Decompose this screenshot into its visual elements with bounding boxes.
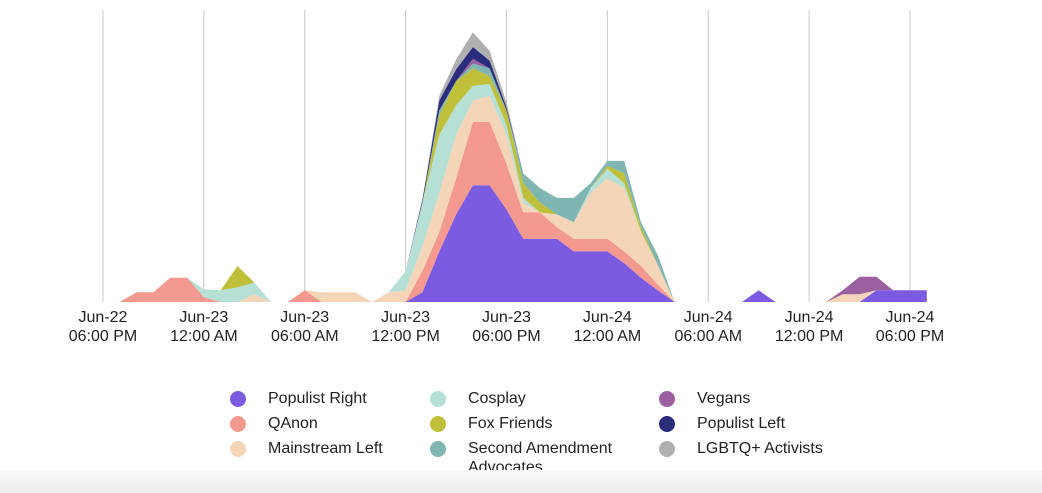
legend-marker: [430, 416, 446, 432]
legend-label: Vegans: [697, 390, 751, 407]
x-tick-label: 12:00 PM: [775, 328, 843, 345]
x-tick-label: 06:00 PM: [876, 328, 944, 345]
x-tick-label: Jun-24: [785, 309, 834, 326]
legend-marker: [659, 441, 675, 457]
x-tick-label: 12:00 AM: [574, 328, 642, 345]
bottom-strip: [0, 470, 1042, 493]
x-tick-label: Jun-22: [79, 309, 128, 326]
x-tick-label: Jun-24: [583, 309, 632, 326]
legend-label: Populist Right: [268, 390, 367, 407]
legend-marker: [230, 391, 246, 407]
x-tick-label: 12:00 AM: [170, 328, 238, 345]
legend-label: Populist Left: [697, 415, 786, 432]
legend-marker: [659, 416, 675, 432]
legend-marker: [430, 441, 446, 457]
legend-marker: [659, 391, 675, 407]
area: [103, 185, 927, 302]
x-tick-label: Jun-23: [280, 309, 329, 326]
x-tick-label: Jun-24: [684, 309, 733, 326]
chart: Jun-22 06:00 PM Jun-23 12:00 AM Jun-23 06:00 …: [69, 10, 944, 345]
legend-label: Mainstream Left: [268, 440, 383, 457]
x-tick-label: 06:00 AM: [674, 328, 742, 345]
x-tick-label: 06:00 AM: [271, 328, 339, 345]
x-tick-label: Jun-23: [482, 309, 531, 326]
legend-label: LGBTQ+ Activists: [697, 440, 823, 457]
x-tick-label: Jun-23: [381, 309, 430, 326]
x-tick-label: 06:00 PM: [69, 328, 137, 345]
legend-marker: [230, 441, 246, 457]
legend-label: Fox Friends: [468, 415, 553, 432]
legend-marker: [430, 391, 446, 407]
x-tick-label: 12:00 PM: [371, 328, 439, 345]
legend-label: Cosplay: [468, 390, 526, 407]
legend-label: QAnon: [268, 415, 318, 432]
x-tick-label: Jun-24: [886, 309, 935, 326]
x-tick-label: 06:00 PM: [472, 328, 540, 345]
area: [103, 121, 927, 303]
x-tick-label: Jun-23: [179, 309, 228, 326]
legend-marker: [230, 416, 246, 432]
